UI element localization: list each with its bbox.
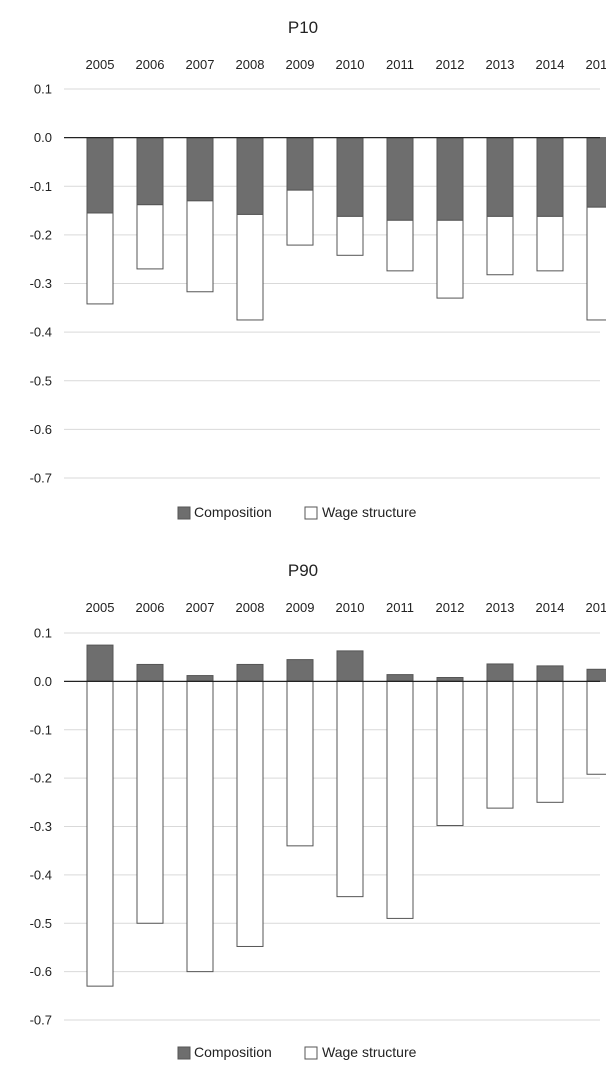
x-tick-label: 2008 <box>236 600 265 615</box>
x-tick-label: 2007 <box>186 600 215 615</box>
y-tick-label: -0.2 <box>30 227 52 242</box>
x-tick-label: 2012 <box>436 600 465 615</box>
y-tick-label: -0.3 <box>30 819 52 834</box>
bar-wage-structure-2014 <box>536 215 564 272</box>
y-tick-label: -0.6 <box>30 422 52 437</box>
bar-wage-structure-2006 <box>136 680 164 924</box>
bar-composition-2007 <box>186 137 214 202</box>
bar-composition-2014 <box>536 137 564 217</box>
legend-swatch-composition <box>177 506 191 520</box>
bar-composition-2008 <box>236 137 264 215</box>
bar-composition-2015 <box>586 668 606 682</box>
bar-composition-2012 <box>436 137 464 221</box>
y-tick-label: 0.1 <box>34 626 52 641</box>
x-tick-label: 2006 <box>136 600 165 615</box>
bar-composition-2009 <box>286 659 314 682</box>
x-tick-label: 2011 <box>386 57 414 72</box>
bar-composition-2009 <box>286 137 314 191</box>
x-tick-label: 2007 <box>186 57 215 72</box>
x-tick-label: 2010 <box>336 57 365 72</box>
y-tick-label: -0.5 <box>30 916 52 931</box>
bar-composition-2006 <box>136 663 164 682</box>
bar-composition-2007 <box>186 675 214 682</box>
bar-wage-structure-2008 <box>236 213 264 321</box>
bar-composition-2006 <box>136 137 164 206</box>
y-tick-label: 0.0 <box>34 674 52 689</box>
bar-composition-2008 <box>236 663 264 682</box>
bar-wage-structure-2009 <box>286 189 314 246</box>
x-tick-label: 2008 <box>236 57 265 72</box>
y-tick-label: -0.1 <box>30 722 52 737</box>
legend-label-wage-structure: Wage structure <box>322 504 417 520</box>
bar-wage-structure-2012 <box>436 680 464 827</box>
chart-title: P90 <box>288 561 318 580</box>
bar-wage-structure-2009 <box>286 680 314 847</box>
y-tick-label: -0.1 <box>30 179 52 194</box>
bar-wage-structure-2005 <box>86 680 114 987</box>
bar-composition-2011 <box>386 137 414 221</box>
x-tick-label: 2006 <box>136 57 165 72</box>
y-tick-label: -0.7 <box>30 471 52 486</box>
y-tick-label: -0.6 <box>30 964 52 979</box>
x-tick-label: 2014 <box>536 57 565 72</box>
bar-wage-structure-2012 <box>436 219 464 299</box>
x-tick-label: 2012 <box>436 57 465 72</box>
legend-swatch-composition <box>177 1046 191 1060</box>
x-tick-label: 2005 <box>86 57 115 72</box>
x-tick-label: 2013 <box>486 57 515 72</box>
y-tick-label: -0.4 <box>30 867 52 882</box>
x-tick-label: 2013 <box>486 600 515 615</box>
x-tick-label: 2014 <box>536 600 565 615</box>
chart-title: P10 <box>288 18 318 37</box>
y-tick-label: -0.7 <box>30 1013 52 1028</box>
x-tick-label: 2015 <box>586 57 606 72</box>
bar-composition-2013 <box>486 663 514 682</box>
x-tick-label: 2009 <box>286 57 315 72</box>
legend-label-composition: Composition <box>194 1044 272 1060</box>
bar-wage-structure-2010 <box>336 215 364 256</box>
bar-composition-2005 <box>86 137 114 214</box>
y-tick-label: -0.4 <box>30 325 52 340</box>
x-tick-label: 2011 <box>386 600 414 615</box>
bar-wage-structure-2013 <box>486 215 514 276</box>
bar-wage-structure-2013 <box>486 680 514 809</box>
bar-composition-2010 <box>336 650 364 682</box>
bar-wage-structure-2015 <box>586 206 606 321</box>
bar-wage-structure-2007 <box>186 680 214 973</box>
p90-panel: P90 0.1 0.0 -0.1 -0.2 -0.3 -0.4 -0.5 -0.6 -0.7 200… <box>30 561 606 1060</box>
p10-panel: P10 0.1 0.0 -0.1 -0.2 -0.3 -0.4 -0.5 -0.6 -0.7 200… <box>30 18 606 520</box>
bar-wage-structure-2007 <box>186 200 214 293</box>
bar-composition-2013 <box>486 137 514 217</box>
y-tick-label: 0.0 <box>34 130 52 145</box>
x-tick-label: 2010 <box>336 600 365 615</box>
bar-composition-2014 <box>536 665 564 682</box>
bar-wage-structure-2011 <box>386 219 414 272</box>
x-tick-label: 2009 <box>286 600 315 615</box>
bar-wage-structure-2006 <box>136 204 164 270</box>
y-tick-label: -0.3 <box>30 276 52 291</box>
legend-swatch-wage-structure <box>304 506 318 520</box>
legend-label-wage-structure: Wage structure <box>322 1044 417 1060</box>
y-tick-label: -0.5 <box>30 373 52 388</box>
bar-wage-structure-2011 <box>386 680 414 919</box>
bar-composition-2010 <box>336 137 364 217</box>
bar-composition-2011 <box>386 674 414 682</box>
bar-wage-structure-2014 <box>536 680 564 803</box>
bar-composition-2015 <box>586 137 606 208</box>
y-tick-label: 0.1 <box>34 82 52 97</box>
bar-composition-2005 <box>86 644 114 682</box>
bar-wage-structure-2008 <box>236 680 264 947</box>
bar-wage-structure-2010 <box>336 680 364 898</box>
legend-label-composition: Composition <box>194 504 272 520</box>
bar-wage-structure-2015 <box>586 680 606 775</box>
bar-wage-structure-2005 <box>86 212 114 305</box>
legend-swatch-wage-structure <box>304 1046 318 1060</box>
x-tick-label: 2005 <box>86 600 115 615</box>
x-tick-label: 2015 <box>586 600 606 615</box>
y-tick-label: -0.2 <box>30 771 52 786</box>
